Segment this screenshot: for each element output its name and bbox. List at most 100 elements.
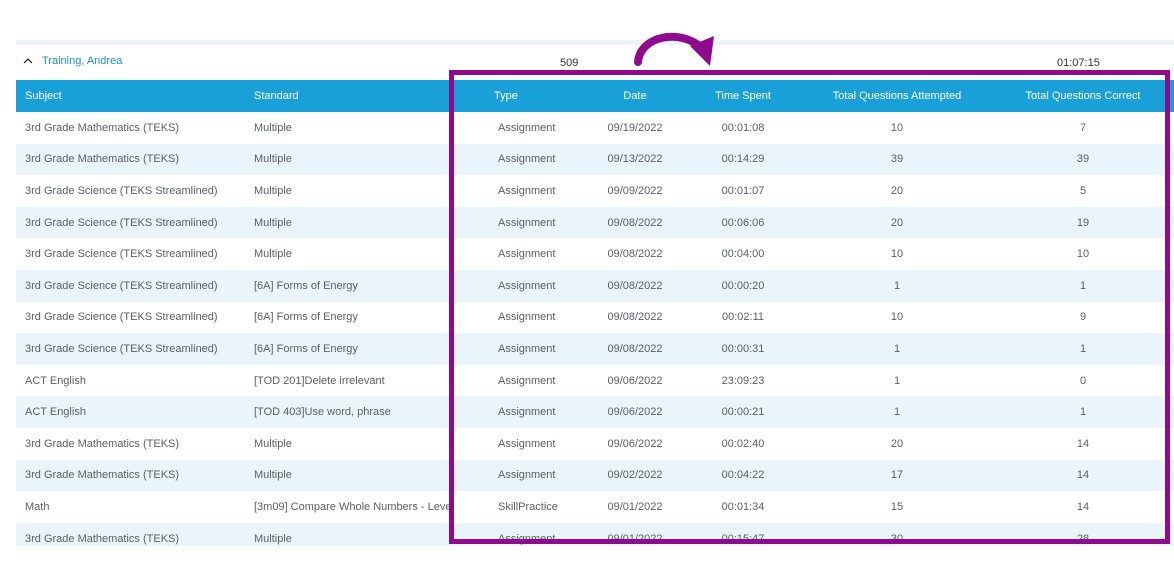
- cell-date: 09/13/2022: [586, 143, 684, 176]
- cell-type: Assignment: [498, 184, 556, 197]
- cell-standard: [6A] Forms of Energy: [254, 311, 358, 324]
- cell-date: 09/01/2022: [586, 522, 684, 546]
- table-row[interactable]: 3rd Grade Science (TEKS Streamlined) [6A]…: [16, 269, 1174, 302]
- column-header-total-correct[interactable]: Total Questions Correct: [992, 80, 1174, 112]
- cell-subject: 3rd Grade Science (TEKS Streamlined): [25, 248, 218, 261]
- column-header-type[interactable]: Type: [476, 80, 586, 112]
- cell-total-attempted: 1: [802, 269, 992, 302]
- cell-time-spent: 00:14:29: [684, 143, 802, 176]
- cell-time-spent: 00:00:31: [684, 333, 802, 365]
- cell-total-correct: 10: [1076, 248, 1090, 261]
- cell-total-attempted: 15: [890, 500, 904, 513]
- cell-date: 09/08/2022: [586, 333, 684, 365]
- column-header-subject[interactable]: Subject: [16, 80, 246, 112]
- cell-standard: Multiple: [246, 143, 476, 176]
- cell-subject: Math: [25, 500, 50, 513]
- cell-date: 09/06/2022: [607, 374, 663, 387]
- group-toggle[interactable]: Training, Andrea: [22, 55, 122, 67]
- cell-total-attempted: 39: [802, 143, 992, 176]
- column-header-total-attempted[interactable]: Total Questions Attempted: [802, 80, 992, 112]
- cell-subject: ACT English: [25, 374, 86, 387]
- table-row[interactable]: 3rd Grade Mathematics (TEKS) Multiple Assi…: [16, 143, 1174, 176]
- top-divider: [16, 40, 1174, 45]
- chevron-up-icon[interactable]: [22, 55, 34, 67]
- cell-date: 09/01/2022: [607, 500, 663, 513]
- cell-type: Assignment: [476, 143, 586, 176]
- cell-type: Assignment: [476, 396, 586, 428]
- cell-time-spent: 00:02:40: [721, 437, 765, 450]
- cell-time-spent: 00:00:21: [684, 396, 802, 428]
- cell-subject: 3rd Grade Science (TEKS Streamlined): [16, 269, 246, 302]
- cell-total-attempted: 10: [890, 311, 904, 324]
- cell-time-spent: 00:06:06: [684, 206, 802, 239]
- group-total-count: 509: [560, 57, 579, 69]
- table-row[interactable]: 3rd Grade Mathematics (TEKS) Multiple Assi…: [16, 428, 1174, 460]
- table-row[interactable]: 3rd Grade Science (TEKS Streamlined) Mult…: [16, 175, 1174, 207]
- cell-standard: Multiple: [254, 184, 292, 197]
- cell-subject: 3rd Grade Science (TEKS Streamlined): [25, 184, 218, 197]
- cell-total-correct: 28: [992, 522, 1174, 546]
- cell-time-spent: 23:09:23: [721, 374, 765, 387]
- table-header-row: Subject Standard Type Date Time Spent To…: [16, 80, 1174, 112]
- cell-total-correct: 1: [992, 396, 1174, 428]
- cell-standard: [TOD 201]Delete irrelevant: [254, 374, 385, 387]
- cell-subject: 3rd Grade Science (TEKS Streamlined): [16, 206, 246, 239]
- cell-total-correct: 14: [1076, 437, 1090, 450]
- column-header-date[interactable]: Date: [586, 80, 684, 112]
- table-row[interactable]: ACT English [TOD 201]Delete irrelevant Ass…: [16, 365, 1174, 397]
- table-row[interactable]: 3rd Grade Science (TEKS Streamlined) Mult…: [16, 238, 1174, 270]
- cell-subject: 3rd Grade Mathematics (TEKS): [16, 459, 246, 492]
- cell-date: 09/06/2022: [607, 437, 663, 450]
- cell-date: 09/08/2022: [586, 206, 684, 239]
- table-row[interactable]: 3rd Grade Mathematics (TEKS) Multiple Assi…: [16, 459, 1174, 492]
- cell-type: Assignment: [498, 374, 556, 387]
- cell-type: Assignment: [498, 121, 556, 134]
- cell-total-correct: 9: [1079, 311, 1087, 324]
- cell-standard: [3m09] Compare Whole Numbers - Level: [254, 500, 454, 513]
- cell-total-correct: 19: [992, 206, 1174, 239]
- cell-date: 09/06/2022: [586, 396, 684, 428]
- cell-total-attempted: 20: [802, 206, 992, 239]
- cell-time-spent: 00:00:20: [684, 269, 802, 302]
- cell-total-attempted: 1: [893, 374, 901, 387]
- cell-time-spent: 00:15:47: [684, 522, 802, 546]
- cell-type: Assignment: [498, 437, 556, 450]
- cell-date: 09/08/2022: [586, 269, 684, 302]
- cell-total-correct: 5: [1079, 184, 1087, 197]
- cell-standard: Multiple: [246, 459, 476, 492]
- table-row[interactable]: 3rd Grade Science (TEKS Streamlined) [6A]…: [16, 333, 1174, 365]
- cell-type: Assignment: [476, 459, 586, 492]
- cell-type: SkillPractice: [498, 500, 558, 513]
- cell-time-spent: 00:04:00: [721, 248, 765, 261]
- cell-subject: ACT English: [16, 396, 246, 428]
- table-row[interactable]: 3rd Grade Science (TEKS Streamlined) [6A]…: [16, 302, 1174, 334]
- table-row[interactable]: 3rd Grade Mathematics (TEKS) Multiple Assi…: [16, 112, 1174, 144]
- cell-time-spent: 00:04:22: [684, 459, 802, 492]
- cell-standard: Multiple: [254, 437, 292, 450]
- student-name-link[interactable]: Training, Andrea: [42, 55, 123, 67]
- cell-type: Assignment: [476, 269, 586, 302]
- cell-total-correct: 1: [992, 333, 1174, 365]
- cell-total-attempted: 30: [802, 522, 992, 546]
- activity-table: Subject Standard Type Date Time Spent To…: [16, 80, 1174, 546]
- table-row[interactable]: ACT English [TOD 403]Use word, phrase Assi…: [16, 396, 1174, 428]
- cell-total-attempted: 10: [890, 121, 904, 134]
- cell-date: 09/19/2022: [607, 121, 663, 134]
- column-header-standard[interactable]: Standard: [246, 80, 476, 112]
- table-row[interactable]: Math [3m09] Compare Whole Numbers - Level…: [16, 491, 1174, 523]
- table-row[interactable]: 3rd Grade Science (TEKS Streamlined) Mult…: [16, 206, 1174, 239]
- cell-total-correct: 14: [1076, 500, 1090, 513]
- cell-subject: 3rd Grade Mathematics (TEKS): [16, 522, 246, 546]
- cell-standard: Multiple: [246, 206, 476, 239]
- cell-standard: Multiple: [254, 121, 292, 134]
- cell-total-attempted: 20: [890, 184, 904, 197]
- activity-table-wrap: Subject Standard Type Date Time Spent To…: [16, 80, 1174, 546]
- cell-date: 09/09/2022: [607, 184, 663, 197]
- table-row[interactable]: 3rd Grade Mathematics (TEKS) Multiple Assi…: [16, 522, 1174, 546]
- cell-total-attempted: 1: [802, 333, 992, 365]
- cell-type: Assignment: [498, 311, 556, 324]
- cell-standard: [TOD 403]Use word, phrase: [246, 396, 476, 428]
- cell-total-attempted: 17: [802, 459, 992, 492]
- cell-standard: Multiple: [246, 522, 476, 546]
- column-header-time-spent[interactable]: Time Spent: [684, 80, 802, 112]
